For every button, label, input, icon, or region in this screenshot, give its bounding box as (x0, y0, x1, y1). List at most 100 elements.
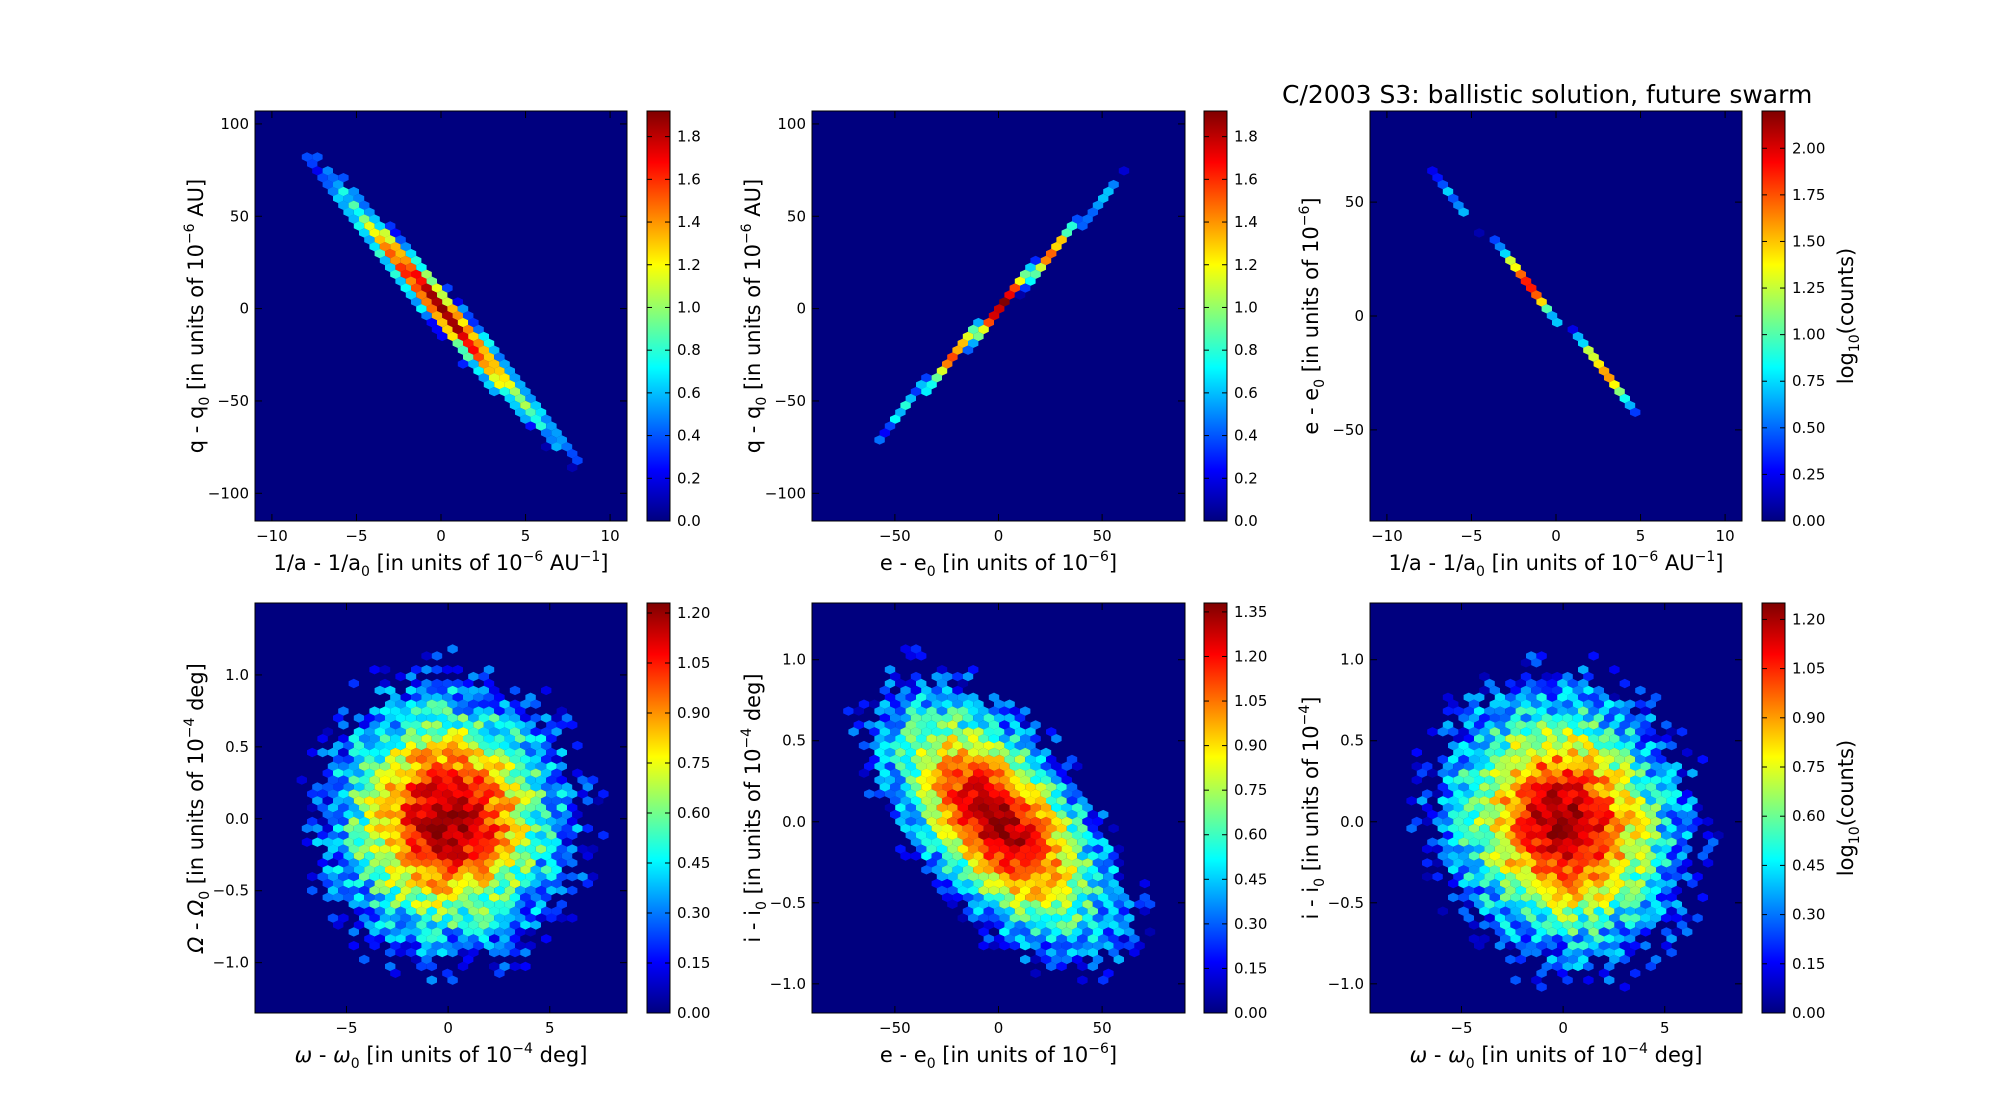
hexbin-cell (359, 214, 370, 224)
hexbin-cell (1510, 920, 1521, 930)
hexbin-cell (978, 927, 989, 937)
hexbin-cell (973, 823, 984, 834)
hexbin-cell (1437, 179, 1448, 190)
colorbar (646, 110, 671, 522)
hexbin-cell (1134, 941, 1145, 951)
hexbin-cell (1552, 740, 1563, 751)
hexbin-cell (431, 789, 443, 799)
hexbin-cell (864, 720, 875, 730)
hexbin-cell (1609, 899, 1620, 909)
hexbin-cell (1588, 775, 1599, 785)
hexbin-cell (1526, 872, 1537, 882)
subplot-5: −50 0 50−1.0−0.50.00.51.0e - e0 [in units … (739, 602, 1267, 1072)
y-tick-label: 50 (230, 207, 249, 225)
hexbin-cell (1056, 961, 1067, 972)
hexbin-cell (1624, 851, 1636, 861)
hexbin-cell (327, 885, 339, 896)
hexbin-cell (1009, 927, 1020, 937)
hexbin-cell (1051, 830, 1062, 840)
hexbin-cell (489, 851, 500, 861)
hexbin-cell (1458, 892, 1469, 903)
hexbin-cell (921, 782, 932, 792)
hexbin-cell (520, 782, 531, 792)
hexbin-cell (1474, 720, 1485, 730)
hexbin-cell (931, 768, 942, 778)
hexbin-cell (1614, 947, 1625, 958)
hexbin-cell (400, 789, 411, 799)
hexbin-cell (421, 941, 432, 951)
hexbin-cell (942, 865, 953, 875)
hexbin-cell (994, 304, 1005, 314)
hexbin-cell (364, 865, 375, 875)
hexbin-cell (1066, 851, 1078, 861)
hexbin-cell (1526, 692, 1537, 702)
colorbar-tick-label: 0.75 (677, 754, 710, 772)
hexbin-cell (1510, 823, 1521, 834)
hexbin-cell (1515, 941, 1526, 951)
hexbin-cell (1484, 844, 1495, 854)
hexbin-cell (1614, 906, 1625, 916)
hexbin-cell (437, 906, 448, 916)
hexbin-cell (1489, 851, 1500, 861)
hexbin-cell (447, 713, 458, 723)
hexbin-cell (1009, 899, 1020, 909)
hexbin-cell (983, 865, 994, 875)
hexbin-cell (1624, 768, 1636, 778)
x-tick-label: 10 (601, 527, 620, 545)
hexbin-cell (411, 885, 422, 896)
hexbin-cell (468, 865, 479, 875)
hexbin-cell (385, 823, 396, 834)
hexbin-cell (333, 740, 344, 751)
hexbin-cell (338, 720, 349, 730)
hexbin-cell (1056, 809, 1067, 820)
hexbin-cell (1092, 858, 1104, 868)
hexbin-cell (1066, 796, 1078, 806)
hexbin-cell (1671, 899, 1682, 909)
hexbin-cell (978, 858, 989, 868)
subplot-4: −5 0 5−1.0−0.50.00.51.0ω - ω0 [in units of… (182, 602, 710, 1072)
hexbin-cell (916, 651, 927, 661)
hexbin-cell (525, 407, 536, 417)
hexbin-cell (1557, 789, 1568, 799)
hexbin-cell (515, 803, 526, 813)
hexbin-cell (1593, 727, 1604, 737)
hexbin-cell (457, 851, 469, 861)
hexbin-cell (962, 754, 974, 765)
hexbin-cell (1546, 858, 1558, 868)
hexbin-cell (515, 747, 526, 758)
hexbin-cell (926, 747, 937, 758)
hexbin-cell (390, 858, 401, 868)
hexbin-cell (1411, 775, 1422, 785)
hexbin-cell (405, 671, 417, 682)
hexbin-cell (1510, 796, 1521, 806)
hexbin-cell (395, 671, 406, 682)
hexbin-cell (1009, 913, 1020, 923)
hexbin-cell (1046, 782, 1057, 792)
hexbin-cell (890, 414, 901, 424)
hexbin-cell (1635, 920, 1646, 930)
hexbin-cell (463, 816, 474, 827)
hexbin-cell (905, 720, 916, 730)
hexbin-cell (1640, 885, 1651, 896)
hexbin-cell (921, 373, 932, 383)
hexbin-cell (994, 851, 1005, 861)
hexbin-cell (1510, 754, 1521, 765)
hexbin-cell (1520, 768, 1532, 778)
hexbin-cell (452, 720, 463, 730)
hexbin-cell (520, 865, 531, 875)
hexbin-cell (1025, 782, 1036, 792)
hexbin-cell (1614, 768, 1625, 778)
hexbin-cell (1030, 844, 1041, 854)
hexbin-cell (1108, 851, 1119, 861)
hexbin-cell (489, 359, 500, 369)
hexbin-cell (874, 789, 885, 799)
hexbin-cell (1118, 892, 1130, 903)
hexbin-cell (1531, 892, 1542, 903)
hexbin-cell (988, 941, 1000, 951)
hexbin-cell (936, 858, 948, 868)
hexbin-cell (463, 844, 474, 854)
hexbin-cell (556, 435, 567, 445)
hexbin-cell (374, 235, 385, 245)
hexbin-cell (884, 720, 896, 730)
hexbin-cell (411, 692, 422, 702)
